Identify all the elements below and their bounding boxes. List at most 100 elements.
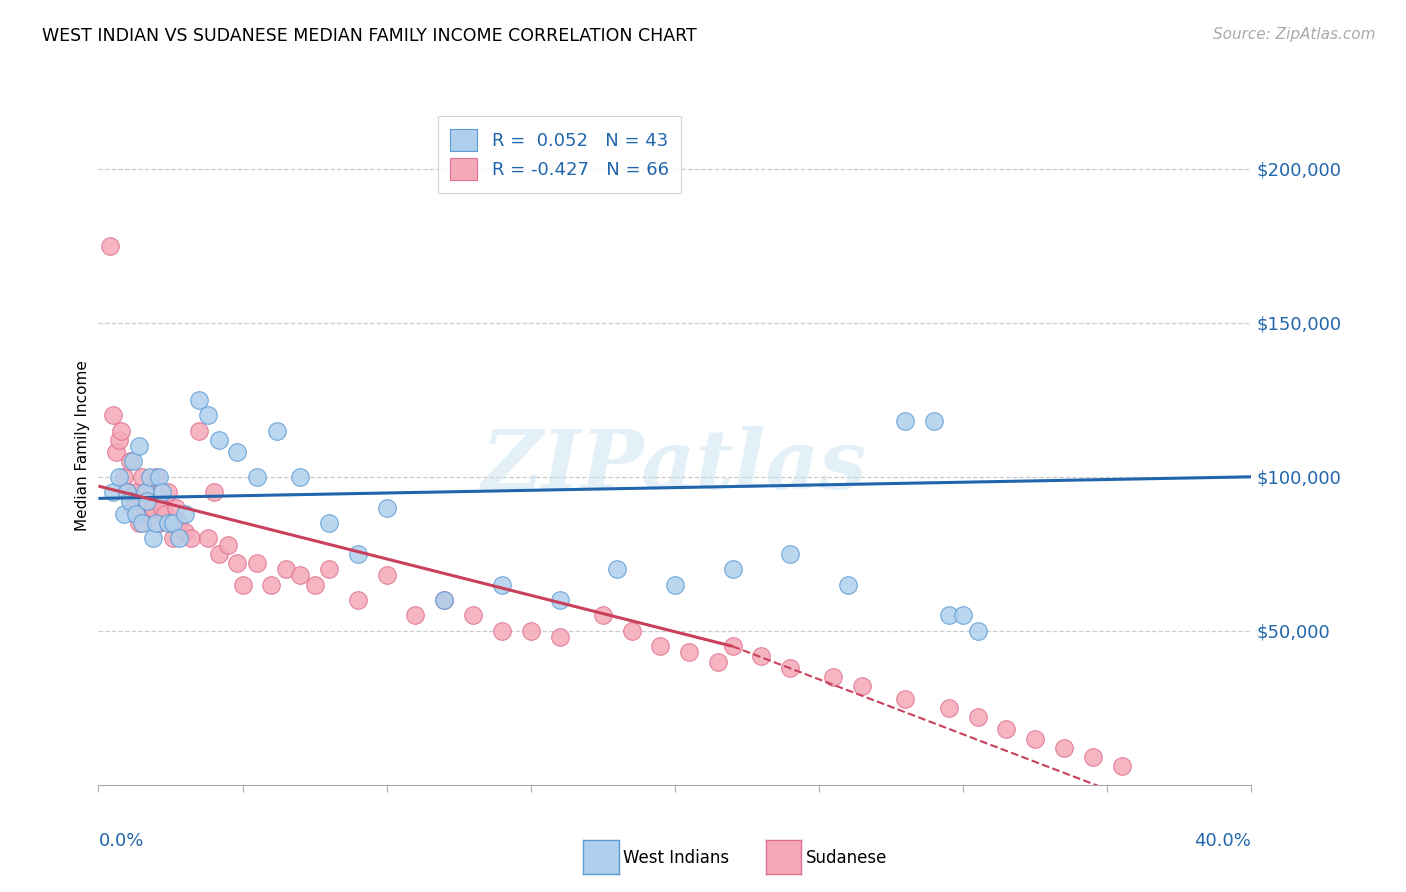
Point xyxy=(246,556,269,570)
Point xyxy=(938,608,960,623)
Point xyxy=(107,470,129,484)
Point xyxy=(120,454,142,468)
Point xyxy=(779,661,801,675)
Text: West Indians: West Indians xyxy=(623,849,728,867)
Point xyxy=(159,516,181,530)
Point xyxy=(150,485,173,500)
Text: 40.0%: 40.0% xyxy=(1195,832,1251,850)
Point xyxy=(101,408,124,422)
Point xyxy=(922,414,945,428)
Point xyxy=(433,593,456,607)
Point xyxy=(894,691,917,706)
Point xyxy=(134,500,156,515)
Point xyxy=(290,470,312,484)
Point xyxy=(225,445,247,459)
Point xyxy=(318,516,340,530)
Point xyxy=(125,507,148,521)
Point xyxy=(894,414,917,428)
Point xyxy=(134,485,156,500)
Point xyxy=(375,568,398,582)
Point xyxy=(837,577,859,591)
Point xyxy=(117,485,138,500)
Point xyxy=(197,408,219,422)
Point xyxy=(461,608,484,623)
Point xyxy=(197,532,219,546)
Point xyxy=(592,608,614,623)
Point xyxy=(1081,750,1104,764)
Point xyxy=(678,645,700,659)
Point xyxy=(142,532,165,546)
Point xyxy=(180,532,202,546)
Point xyxy=(139,470,162,484)
Point xyxy=(148,516,170,530)
Point xyxy=(145,470,167,484)
Point xyxy=(650,640,672,654)
Point xyxy=(433,593,456,607)
Point xyxy=(156,485,179,500)
Point xyxy=(136,485,159,500)
Point xyxy=(162,532,184,546)
Point xyxy=(851,679,873,693)
Point xyxy=(346,593,368,607)
Point xyxy=(318,562,340,576)
Point xyxy=(1111,759,1133,773)
Text: 0.0%: 0.0% xyxy=(98,832,143,850)
Point xyxy=(606,562,628,576)
Point xyxy=(260,577,283,591)
Point xyxy=(995,723,1018,737)
Point xyxy=(751,648,773,663)
Point xyxy=(112,470,135,484)
Point xyxy=(188,424,211,438)
Point xyxy=(491,624,513,638)
Point xyxy=(966,624,988,638)
Point xyxy=(620,624,643,638)
Point xyxy=(938,701,960,715)
Point xyxy=(131,516,153,530)
Point xyxy=(1053,741,1076,756)
Point xyxy=(217,538,239,552)
Point xyxy=(346,547,368,561)
Text: Source: ZipAtlas.com: Source: ZipAtlas.com xyxy=(1212,27,1375,42)
Point xyxy=(952,608,974,623)
Point xyxy=(153,507,176,521)
Point xyxy=(491,577,513,591)
Point xyxy=(139,507,162,521)
Point xyxy=(664,577,686,591)
Point xyxy=(246,470,269,484)
Point xyxy=(128,439,150,453)
Point xyxy=(110,424,132,438)
Point xyxy=(117,485,138,500)
Point xyxy=(274,562,297,576)
Point xyxy=(174,525,197,540)
Point xyxy=(167,516,190,530)
Point xyxy=(167,532,190,546)
Point xyxy=(231,577,254,591)
Point xyxy=(104,445,127,459)
Text: WEST INDIAN VS SUDANESE MEDIAN FAMILY INCOME CORRELATION CHART: WEST INDIAN VS SUDANESE MEDIAN FAMILY IN… xyxy=(42,27,697,45)
Point xyxy=(150,500,173,515)
Point xyxy=(208,433,231,447)
Point xyxy=(290,568,312,582)
Point xyxy=(142,500,165,515)
Point xyxy=(148,470,170,484)
Point xyxy=(1024,731,1046,746)
Point xyxy=(122,500,145,515)
Point xyxy=(125,485,148,500)
Point xyxy=(174,507,197,521)
Point xyxy=(405,608,427,623)
Point xyxy=(122,454,145,468)
Y-axis label: Median Family Income: Median Family Income xyxy=(75,360,90,532)
Point xyxy=(721,562,744,576)
Point xyxy=(128,516,150,530)
Point xyxy=(707,655,730,669)
Point xyxy=(120,494,142,508)
Point xyxy=(225,556,247,570)
Point xyxy=(165,500,187,515)
Point xyxy=(145,516,167,530)
Point xyxy=(779,547,801,561)
Point xyxy=(202,485,225,500)
Point xyxy=(131,470,153,484)
Point xyxy=(520,624,543,638)
Point xyxy=(208,547,231,561)
Text: Sudanese: Sudanese xyxy=(806,849,887,867)
